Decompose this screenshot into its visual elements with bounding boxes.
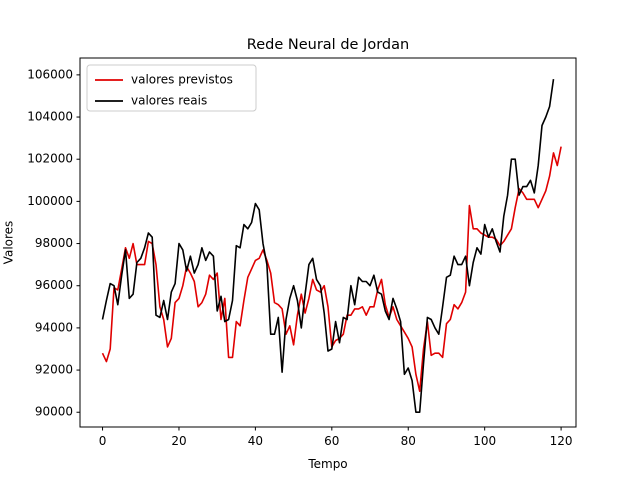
y-tick-label: 100000 — [27, 194, 73, 208]
y-tick-label: 96000 — [35, 278, 73, 292]
x-tick-label: 100 — [473, 434, 496, 448]
x-axis-label: Tempo — [307, 457, 347, 471]
y-tick-label: 94000 — [35, 320, 73, 334]
legend-label: valores reais — [131, 94, 207, 108]
y-tick-label: 102000 — [27, 152, 73, 166]
y-tick-label: 104000 — [27, 110, 73, 124]
x-tick-label: 20 — [171, 434, 186, 448]
y-tick-label: 92000 — [35, 363, 73, 377]
y-axis-label: Valores — [2, 221, 16, 265]
x-tick-label: 40 — [248, 434, 263, 448]
series-layer — [101, 78, 562, 414]
y-tick-label: 98000 — [35, 236, 73, 250]
x-tick-label: 60 — [324, 434, 339, 448]
plot-frame — [79, 57, 577, 428]
y-tick-label: 106000 — [27, 67, 73, 81]
series-line-valores-reais — [101, 78, 555, 414]
x-tick-label: 80 — [401, 434, 416, 448]
y-tick-label: 90000 — [35, 405, 73, 419]
legend: valores previstos valores reais — [86, 64, 257, 112]
x-tick-label: 0 — [99, 434, 107, 448]
series-line-valores-previstos — [101, 146, 562, 393]
legend-box — [86, 64, 257, 112]
ticks-layer: 0 20 40 60 80 100 120 90000 92000 94000 96000 98000… — [27, 67, 572, 448]
legend-label: valores previstos — [131, 73, 233, 87]
x-tick-label: 120 — [550, 434, 573, 448]
chart-title: Rede Neural de Jordan — [247, 37, 409, 53]
